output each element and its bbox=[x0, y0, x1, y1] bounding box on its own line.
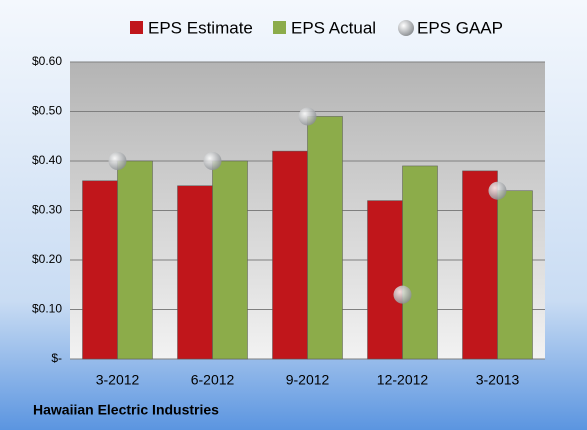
legend-label: EPS GAAP bbox=[417, 18, 503, 37]
y-tick-label: $0.10 bbox=[32, 302, 62, 316]
bar bbox=[117, 160, 153, 360]
legend-swatch bbox=[130, 21, 143, 34]
bar bbox=[402, 165, 438, 360]
bar bbox=[497, 190, 533, 360]
gaap-point bbox=[393, 285, 412, 304]
bar bbox=[307, 116, 343, 360]
y-tick-label: $0.20 bbox=[32, 252, 62, 266]
x-tick-label: 3-2012 bbox=[96, 372, 140, 388]
y-tick-label: $0.30 bbox=[32, 203, 62, 217]
y-tick-label: $0.60 bbox=[32, 54, 62, 68]
legend-swatch bbox=[273, 21, 286, 34]
footer: Hawaiian Electric Industries bbox=[33, 402, 219, 418]
gaap-point bbox=[298, 107, 317, 126]
bar bbox=[272, 150, 308, 360]
bar bbox=[177, 185, 213, 360]
bar bbox=[462, 170, 498, 360]
y-tick-label: $0.40 bbox=[32, 153, 62, 167]
y-tick-label: $- bbox=[51, 351, 62, 365]
bar bbox=[367, 200, 403, 360]
bar bbox=[82, 180, 118, 360]
legend-label: EPS Actual bbox=[291, 18, 376, 37]
gaap-point bbox=[203, 152, 222, 170]
legend-swatch bbox=[398, 20, 414, 36]
gaap-point bbox=[108, 152, 127, 170]
x-tick-label: 6-2012 bbox=[191, 372, 235, 388]
bar bbox=[212, 160, 248, 360]
y-tick-label: $0.50 bbox=[32, 104, 62, 118]
gaap-point bbox=[488, 181, 507, 200]
legend-label: EPS Estimate bbox=[148, 18, 253, 37]
x-tick-label: 9-2012 bbox=[286, 372, 330, 388]
x-tick-label: 12-2012 bbox=[377, 372, 429, 388]
x-tick-label: 3-2013 bbox=[476, 372, 520, 388]
